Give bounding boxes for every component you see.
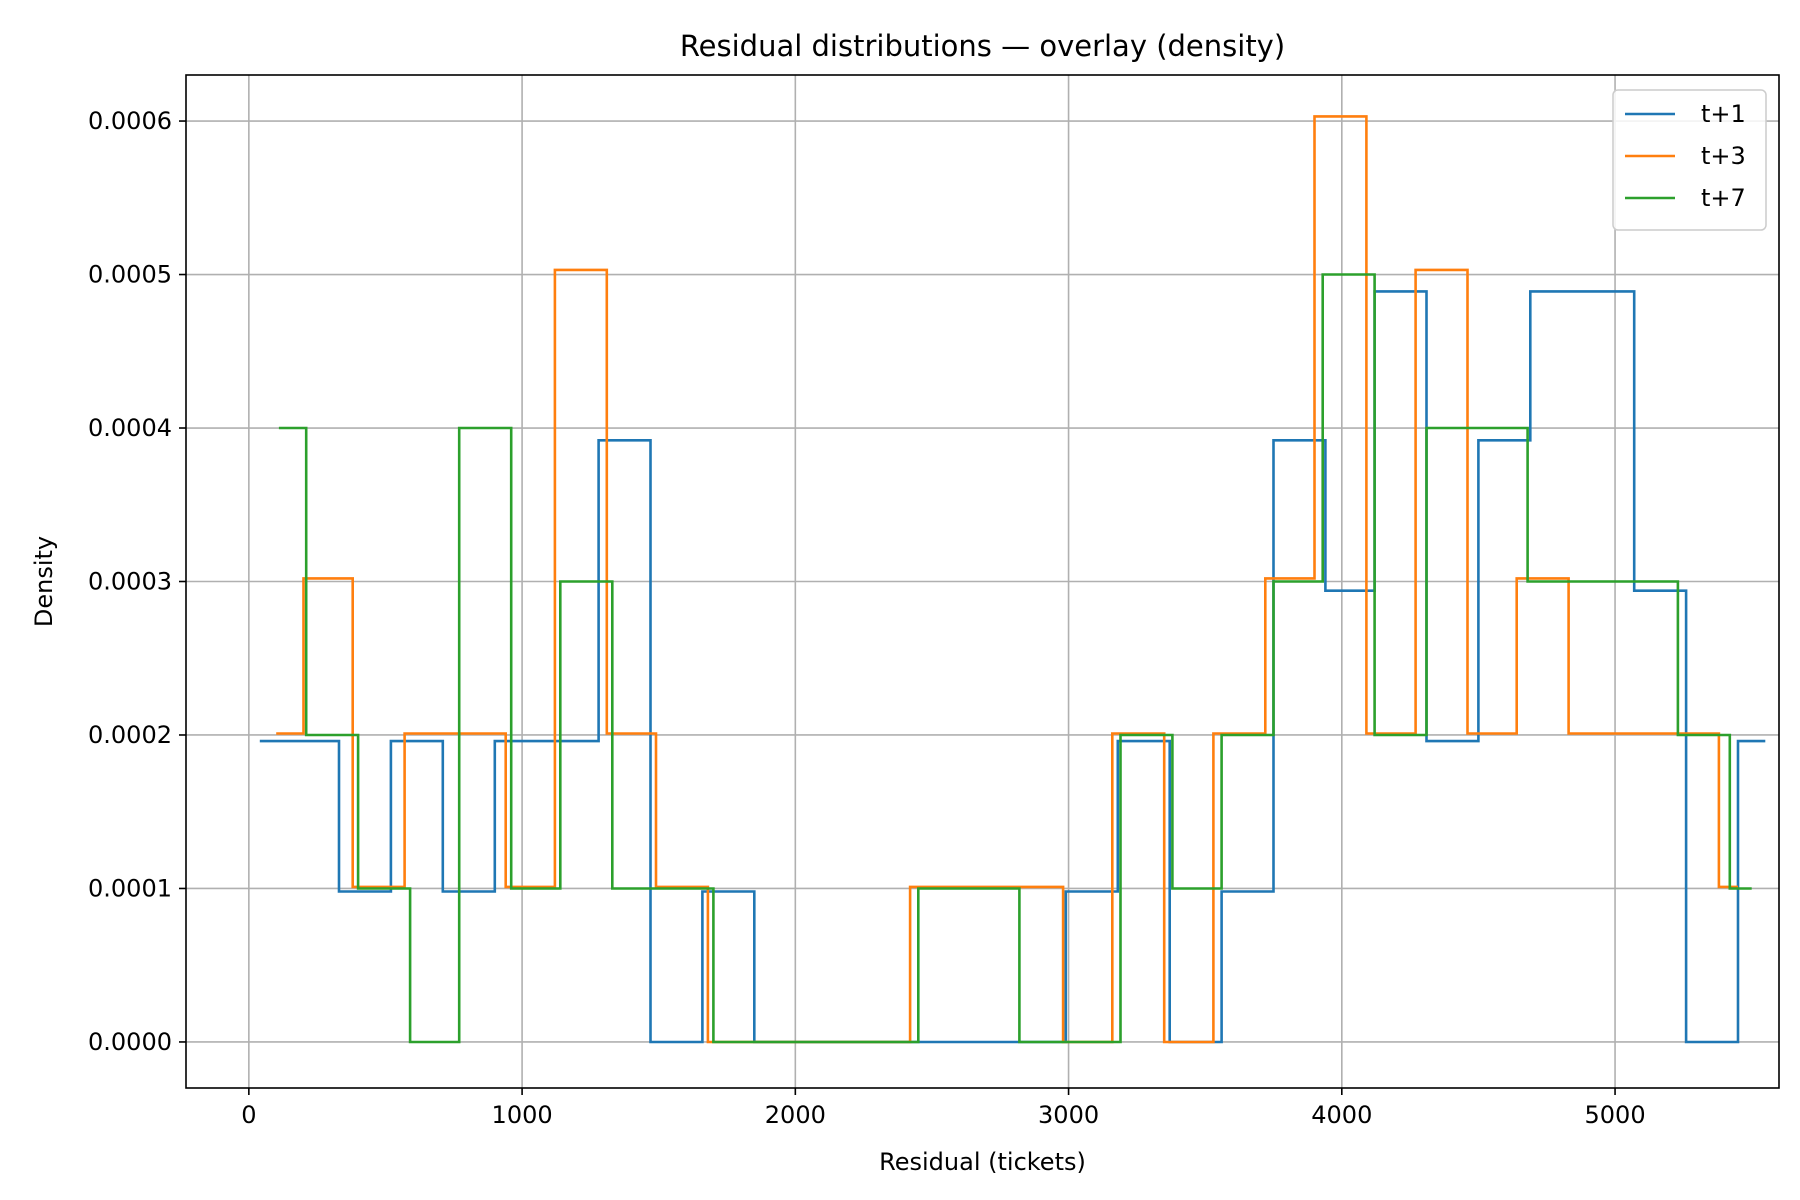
x-tick-label: 5000	[1585, 1101, 1646, 1129]
x-tick-label: 2000	[765, 1101, 826, 1129]
legend-box	[1612, 89, 1767, 231]
y-axis-label: Density	[30, 536, 58, 627]
chart-title: Residual distributions — overlay (densit…	[680, 29, 1285, 63]
series-t+3	[276, 115, 1738, 1044]
legend: t+1 t+3 t+7	[1612, 89, 1767, 231]
legend-label-t+1: t+1	[1701, 100, 1746, 128]
series-layer	[259, 115, 1766, 1044]
series-line-t+3	[276, 115, 1738, 1044]
x-tick-label: 0	[241, 1101, 256, 1129]
y-tick-label: 0.0005	[88, 261, 172, 289]
y-tick-label: 0.0003	[88, 568, 172, 596]
series-line-t+7	[278, 273, 1752, 1044]
series-t+7	[278, 273, 1752, 1044]
x-axis: 0 1000 2000 3000 4000 5000	[241, 1088, 1646, 1129]
x-tick-label: 3000	[1038, 1101, 1099, 1129]
y-tick-label: 0.0002	[88, 721, 172, 749]
legend-label-t+3: t+3	[1701, 142, 1746, 170]
legend-label-t+7: t+7	[1701, 184, 1746, 212]
x-axis-label: Residual (tickets)	[879, 1148, 1086, 1176]
y-tick-label: 0.0004	[88, 414, 172, 442]
y-tick-label: 0.0006	[88, 107, 172, 135]
x-tick-label: 1000	[492, 1101, 553, 1129]
x-tick-label: 4000	[1311, 1101, 1372, 1129]
y-axis: 0.0000 0.0001 0.0002 0.0003 0.0004 0.0005 0.00…	[88, 107, 186, 1056]
y-tick-label: 0.0001	[88, 874, 172, 902]
y-tick-label: 0.0000	[88, 1028, 172, 1056]
